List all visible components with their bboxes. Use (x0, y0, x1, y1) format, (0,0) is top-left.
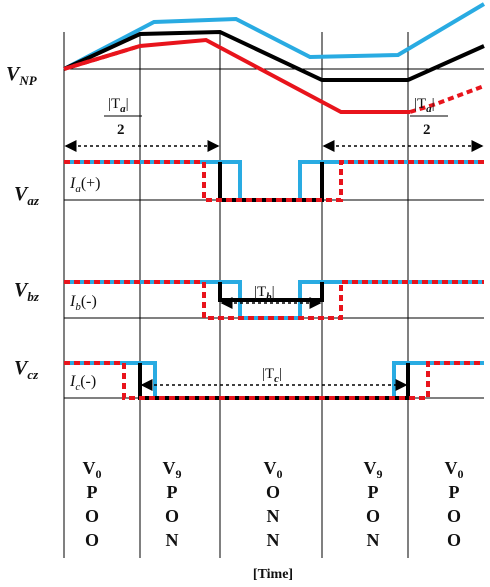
svg-text:N: N (367, 530, 380, 550)
svg-text:|Ta|: |Ta| (414, 96, 435, 115)
svg-text:O: O (85, 506, 99, 526)
ta-right-label: |Ta| 2 (410, 96, 448, 138)
state-column-3: V0 O N N (264, 458, 283, 550)
vaz-waveforms (64, 160, 484, 202)
ta-left-denominator: 2 (117, 122, 125, 138)
vcz-red-trace (64, 361, 484, 400)
ta-right-denominator: 2 (423, 122, 431, 138)
vnp-waveforms (63, 2, 486, 114)
svg-text:V9: V9 (364, 458, 383, 481)
vaz-label: Vaz (14, 183, 40, 208)
tb-label: |Tb| (254, 284, 275, 303)
ic-label: Ic(-) (69, 373, 96, 393)
time-axis-label: [Time] (253, 567, 293, 582)
state-column-1: V0 P O O (83, 458, 102, 550)
vaz-red-trace (64, 160, 484, 202)
vcz-label: Vcz (14, 357, 39, 382)
ib-label: Ib(-) (69, 293, 97, 313)
svg-text:|Ta|: |Ta| (108, 96, 129, 115)
svg-text:P: P (167, 482, 178, 502)
svg-text:N: N (166, 530, 179, 550)
svg-text:O: O (447, 530, 461, 550)
state-column-4: V9 P O N (364, 458, 383, 550)
vcz-waveforms (64, 361, 484, 400)
ta-left-label: |Ta| 2 (104, 96, 142, 138)
svg-text:V0: V0 (264, 458, 283, 481)
svg-text:O: O (447, 506, 461, 526)
state-column-5: V0 P O O (445, 458, 464, 550)
svg-text:O: O (366, 506, 380, 526)
svg-text:O: O (165, 506, 179, 526)
tc-label: |Tc| (262, 366, 282, 385)
svg-text:N: N (267, 530, 280, 550)
svg-text:V0: V0 (83, 458, 102, 481)
state-column-2: V9 P O N (163, 458, 182, 550)
vaz-blue-trace (64, 160, 484, 202)
svg-text:P: P (368, 482, 379, 502)
svg-text:V9: V9 (163, 458, 182, 481)
vnp-black-trace (63, 29, 485, 82)
vaz-black-trace (218, 162, 324, 202)
baselines (64, 68, 484, 399)
svg-text:P: P (87, 482, 98, 502)
svg-text:O: O (266, 482, 280, 502)
vbz-label: Vbz (14, 279, 40, 304)
ia-label: Ia(+) (69, 175, 101, 195)
vnp-blue-trace (63, 2, 486, 71)
duration-arrows (64, 140, 484, 391)
svg-text:V0: V0 (445, 458, 464, 481)
vnp-red-dashed-start (63, 44, 141, 71)
vnp-red-dashed-end (409, 84, 485, 114)
svg-text:O: O (85, 530, 99, 550)
vnp-label: VNP (6, 63, 38, 88)
svg-text:P: P (449, 482, 460, 502)
vbz-red-trace (64, 280, 484, 320)
svg-text:N: N (267, 506, 280, 526)
